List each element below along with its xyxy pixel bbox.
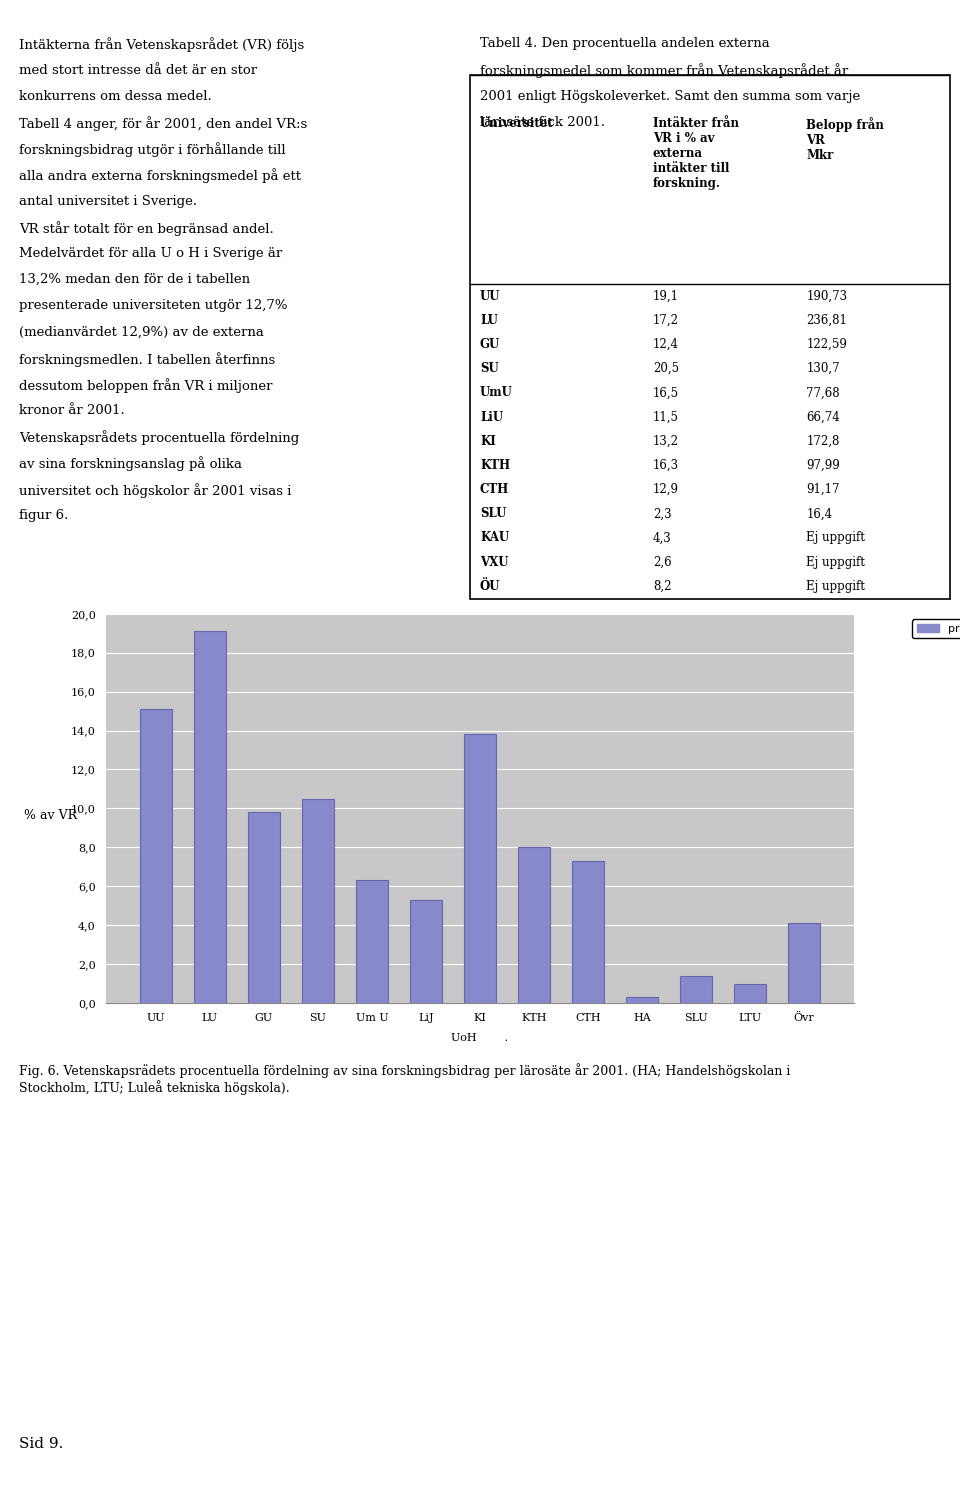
Bar	[194, 632, 226, 1003]
Text: 12,9: 12,9	[653, 484, 679, 496]
Text: UU: UU	[480, 290, 500, 302]
Text: SU: SU	[480, 362, 499, 376]
Text: Sid 9.: Sid 9.	[19, 1437, 63, 1451]
Text: LiU: LiU	[480, 410, 503, 424]
Text: 2001 enligt Högskoleverket. Samt den summa som varje: 2001 enligt Högskoleverket. Samt den sum…	[480, 90, 860, 103]
Text: 91,17: 91,17	[806, 484, 840, 496]
Bar	[788, 924, 821, 1003]
Text: 16,5: 16,5	[653, 386, 679, 400]
Text: 11,5: 11,5	[653, 410, 679, 424]
Text: 97,99: 97,99	[806, 460, 840, 472]
Text: konkurrens om dessa medel.: konkurrens om dessa medel.	[19, 90, 212, 103]
Text: av sina forskningsanslag på olika: av sina forskningsanslag på olika	[19, 457, 242, 472]
Text: 66,74: 66,74	[806, 410, 840, 424]
Text: 77,68: 77,68	[806, 386, 840, 400]
Bar	[139, 710, 172, 1003]
Bar	[572, 861, 604, 1003]
Text: UoH        .: UoH .	[451, 1033, 509, 1043]
Text: 8,2: 8,2	[653, 579, 671, 593]
Text: CTH: CTH	[480, 484, 509, 496]
Text: Tabell 4 anger, för år 2001, den andel VR:s: Tabell 4 anger, för år 2001, den andel V…	[19, 115, 307, 130]
Text: ÖU: ÖU	[480, 579, 500, 593]
Text: universitet och högskolor år 2001 visas i: universitet och högskolor år 2001 visas …	[19, 482, 292, 497]
Text: 122,59: 122,59	[806, 338, 848, 350]
Text: KI: KI	[480, 434, 495, 448]
Text: lärosäte fick 2001.: lärosäte fick 2001.	[480, 115, 605, 129]
Text: SLU: SLU	[480, 507, 506, 521]
Text: 2,6: 2,6	[653, 555, 671, 569]
Text: Universitet: Universitet	[480, 117, 554, 130]
Text: 13,2: 13,2	[653, 434, 679, 448]
Text: Intäkterna från Vetenskapsrådet (VR) följs: Intäkterna från Vetenskapsrådet (VR) föl…	[19, 37, 304, 52]
Text: Ej uppgift: Ej uppgift	[806, 555, 865, 569]
Text: 2,3: 2,3	[653, 507, 671, 521]
Bar	[680, 976, 712, 1003]
Text: 190,73: 190,73	[806, 290, 848, 302]
Bar	[517, 847, 550, 1003]
Bar	[248, 813, 280, 1003]
Text: dessutom beloppen från VR i miljoner: dessutom beloppen från VR i miljoner	[19, 377, 273, 392]
Bar	[301, 798, 334, 1003]
Text: (medianvärdet 12,9%) av de externa: (medianvärdet 12,9%) av de externa	[19, 326, 264, 338]
Text: 17,2: 17,2	[653, 314, 679, 326]
Text: antal universitet i Sverige.: antal universitet i Sverige.	[19, 195, 198, 208]
Text: LU: LU	[480, 314, 498, 326]
Bar	[356, 880, 388, 1003]
Text: med stort intresse då det är en stor: med stort intresse då det är en stor	[19, 63, 257, 76]
Text: forskningsmedel som kommer från Vetenskapsrådet år: forskningsmedel som kommer från Vetenska…	[480, 63, 849, 78]
Text: % av VR: % av VR	[24, 810, 77, 822]
Text: KAU: KAU	[480, 531, 509, 545]
Text: 130,7: 130,7	[806, 362, 840, 376]
Text: 19,1: 19,1	[653, 290, 679, 302]
Bar	[464, 735, 496, 1003]
Bar	[410, 900, 443, 1003]
Bar	[626, 997, 659, 1003]
Text: 172,8: 172,8	[806, 434, 840, 448]
Text: 12,4: 12,4	[653, 338, 679, 350]
Text: Ej uppgift: Ej uppgift	[806, 579, 865, 593]
Bar	[734, 984, 766, 1003]
Text: 4,3: 4,3	[653, 531, 672, 545]
Text: 236,81: 236,81	[806, 314, 848, 326]
Text: Vetenskapsrådets procentuella fördelning: Vetenskapsrådets procentuella fördelning	[19, 431, 300, 445]
Text: Fig. 6. Vetenskapsrädets procentuella fördelning av sina forskningsbidrag per l: Fig. 6. Vetenskapsrädets procentuella f…	[19, 1063, 791, 1094]
Text: UmU: UmU	[480, 386, 513, 400]
Text: Belopp från
VR
Mkr: Belopp från VR Mkr	[806, 117, 884, 162]
Text: Medelvärdet för alla U o H i Sverige är: Medelvärdet för alla U o H i Sverige är	[19, 247, 282, 260]
Text: figur 6.: figur 6.	[19, 509, 68, 522]
Text: 20,5: 20,5	[653, 362, 679, 376]
Text: GU: GU	[480, 338, 500, 350]
Text: 16,4: 16,4	[806, 507, 832, 521]
Text: presenterade universiteten utgör 12,7%: presenterade universiteten utgör 12,7%	[19, 299, 288, 313]
Text: KTH: KTH	[480, 460, 510, 472]
Text: 13,2% medan den för de i tabellen: 13,2% medan den för de i tabellen	[19, 272, 251, 286]
Text: forskningsmedlen. I tabellen återfinns: forskningsmedlen. I tabellen återfinns	[19, 352, 276, 367]
Text: Tabell 4. Den procentuella andelen externa: Tabell 4. Den procentuella andelen exter…	[480, 37, 770, 51]
Legend: procent VR: procent VR	[912, 620, 960, 638]
Text: VR står totalt för en begränsad andel.: VR står totalt för en begränsad andel.	[19, 220, 274, 235]
Text: VXU: VXU	[480, 555, 509, 569]
Text: Intäkter från
VR i % av
externa
intäkter till
forskning.: Intäkter från VR i % av externa intäkter…	[653, 117, 739, 190]
Text: kronor år 2001.: kronor år 2001.	[19, 404, 125, 418]
Text: 16,3: 16,3	[653, 460, 679, 472]
Text: Ej uppgift: Ej uppgift	[806, 531, 865, 545]
Text: forskningsbidrag utgör i förhållande till: forskningsbidrag utgör i förhållande til…	[19, 142, 286, 157]
Text: alla andra externa forskningsmedel på ett: alla andra externa forskningsmedel på et…	[19, 169, 301, 183]
